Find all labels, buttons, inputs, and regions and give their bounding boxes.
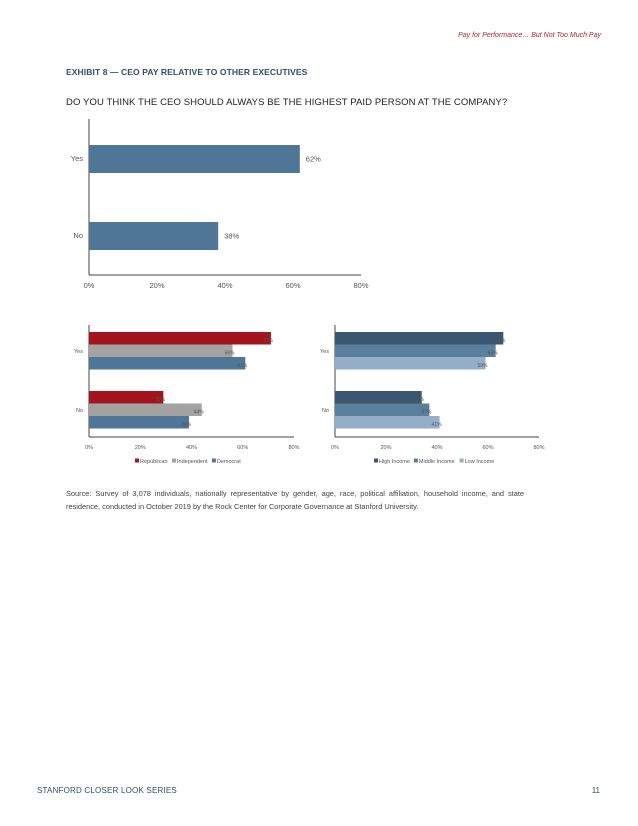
legend-swatch <box>413 458 418 463</box>
data-label: 44% <box>194 410 205 416</box>
bar <box>89 357 246 370</box>
bar <box>335 344 496 357</box>
bar <box>89 145 300 173</box>
bar <box>335 391 422 404</box>
data-label: 29% <box>155 397 166 403</box>
data-label: 39% <box>181 422 192 428</box>
data-label: 66% <box>495 338 506 344</box>
data-label: 34% <box>414 397 425 403</box>
running-title: Pay for Performance… But Not Too Much Pa… <box>458 32 601 39</box>
legend-label: Independent <box>177 459 208 465</box>
x-tick-label: 0% <box>331 445 339 451</box>
category-label: No <box>73 231 83 240</box>
survey-question: DO YOU THINK THE CEO SHOULD ALWAYS BE TH… <box>66 97 508 108</box>
bar <box>89 344 233 357</box>
data-label: 37% <box>421 410 432 416</box>
data-label: 41% <box>432 422 443 428</box>
legend-swatch <box>459 458 464 463</box>
income-bar-chart: 0% 20% 40% 60% 80% Yes 66% 63%59% No 34% 37%41% Hig… <box>320 325 545 465</box>
legend-swatch <box>135 458 139 463</box>
legend-label: Democrat <box>217 459 241 465</box>
bar <box>335 416 440 429</box>
legend-label: High Income <box>379 459 410 465</box>
bar <box>335 332 504 345</box>
data-label: 56% <box>225 351 236 357</box>
source-note: Source: Survey of 3,078 individuals, nat… <box>66 489 524 511</box>
overall-bar-chart: 0% 20% 40% 60% 80% Yes 62% No 38% <box>71 119 369 290</box>
category-label: Yes <box>74 349 83 355</box>
x-tick-label: 80% <box>533 445 544 451</box>
x-tick-label: 80% <box>288 445 299 451</box>
data-label: 61% <box>237 363 248 369</box>
legend-label: Low Income <box>465 459 495 465</box>
party-bar-chart: 0% 20% 40% 60% 80% Yes 71% 56%61% No 29% 44%39% Rep… <box>74 325 300 465</box>
bar <box>89 332 271 345</box>
bar <box>335 357 486 370</box>
category-label: Yes <box>71 154 83 163</box>
legend-swatch <box>172 458 176 463</box>
data-label: 59% <box>477 363 488 369</box>
exhibit-title: EXHIBIT 8 — CEO PAY RELATIVE TO OTHER EX… <box>66 67 308 77</box>
category-label: No <box>76 408 83 414</box>
bar <box>89 403 202 416</box>
bar <box>89 222 219 250</box>
legend-swatch <box>211 458 216 463</box>
legend-label: Republican <box>140 459 168 465</box>
x-tick-label: 60% <box>237 445 248 451</box>
x-tick-label: 0% <box>84 281 95 290</box>
x-tick-label: 60% <box>482 445 493 451</box>
legend-label: Middle Income <box>419 459 455 465</box>
data-label: 71% <box>263 338 274 344</box>
bar <box>89 416 189 429</box>
x-tick-label: 40% <box>186 445 197 451</box>
bar <box>89 391 164 404</box>
category-label: No <box>322 408 329 414</box>
data-label: 63% <box>488 351 499 357</box>
bar <box>335 403 430 416</box>
x-tick-label: 0% <box>85 445 93 451</box>
x-tick-label: 40% <box>217 281 232 290</box>
x-tick-label: 80% <box>353 281 368 290</box>
legend-swatch <box>374 458 378 463</box>
data-label: 62% <box>306 155 321 164</box>
category-label: Yes <box>320 349 329 355</box>
x-tick-label: 20% <box>149 281 164 290</box>
x-tick-label: 20% <box>380 445 391 451</box>
x-tick-label: 20% <box>135 445 146 451</box>
footer-series-name: STANFORD CLOSER LOOK SERIES <box>37 786 177 795</box>
x-tick-label: 60% <box>285 281 300 290</box>
data-label: 38% <box>224 232 239 241</box>
page-number: 11 <box>591 786 600 795</box>
x-tick-label: 40% <box>431 445 442 451</box>
